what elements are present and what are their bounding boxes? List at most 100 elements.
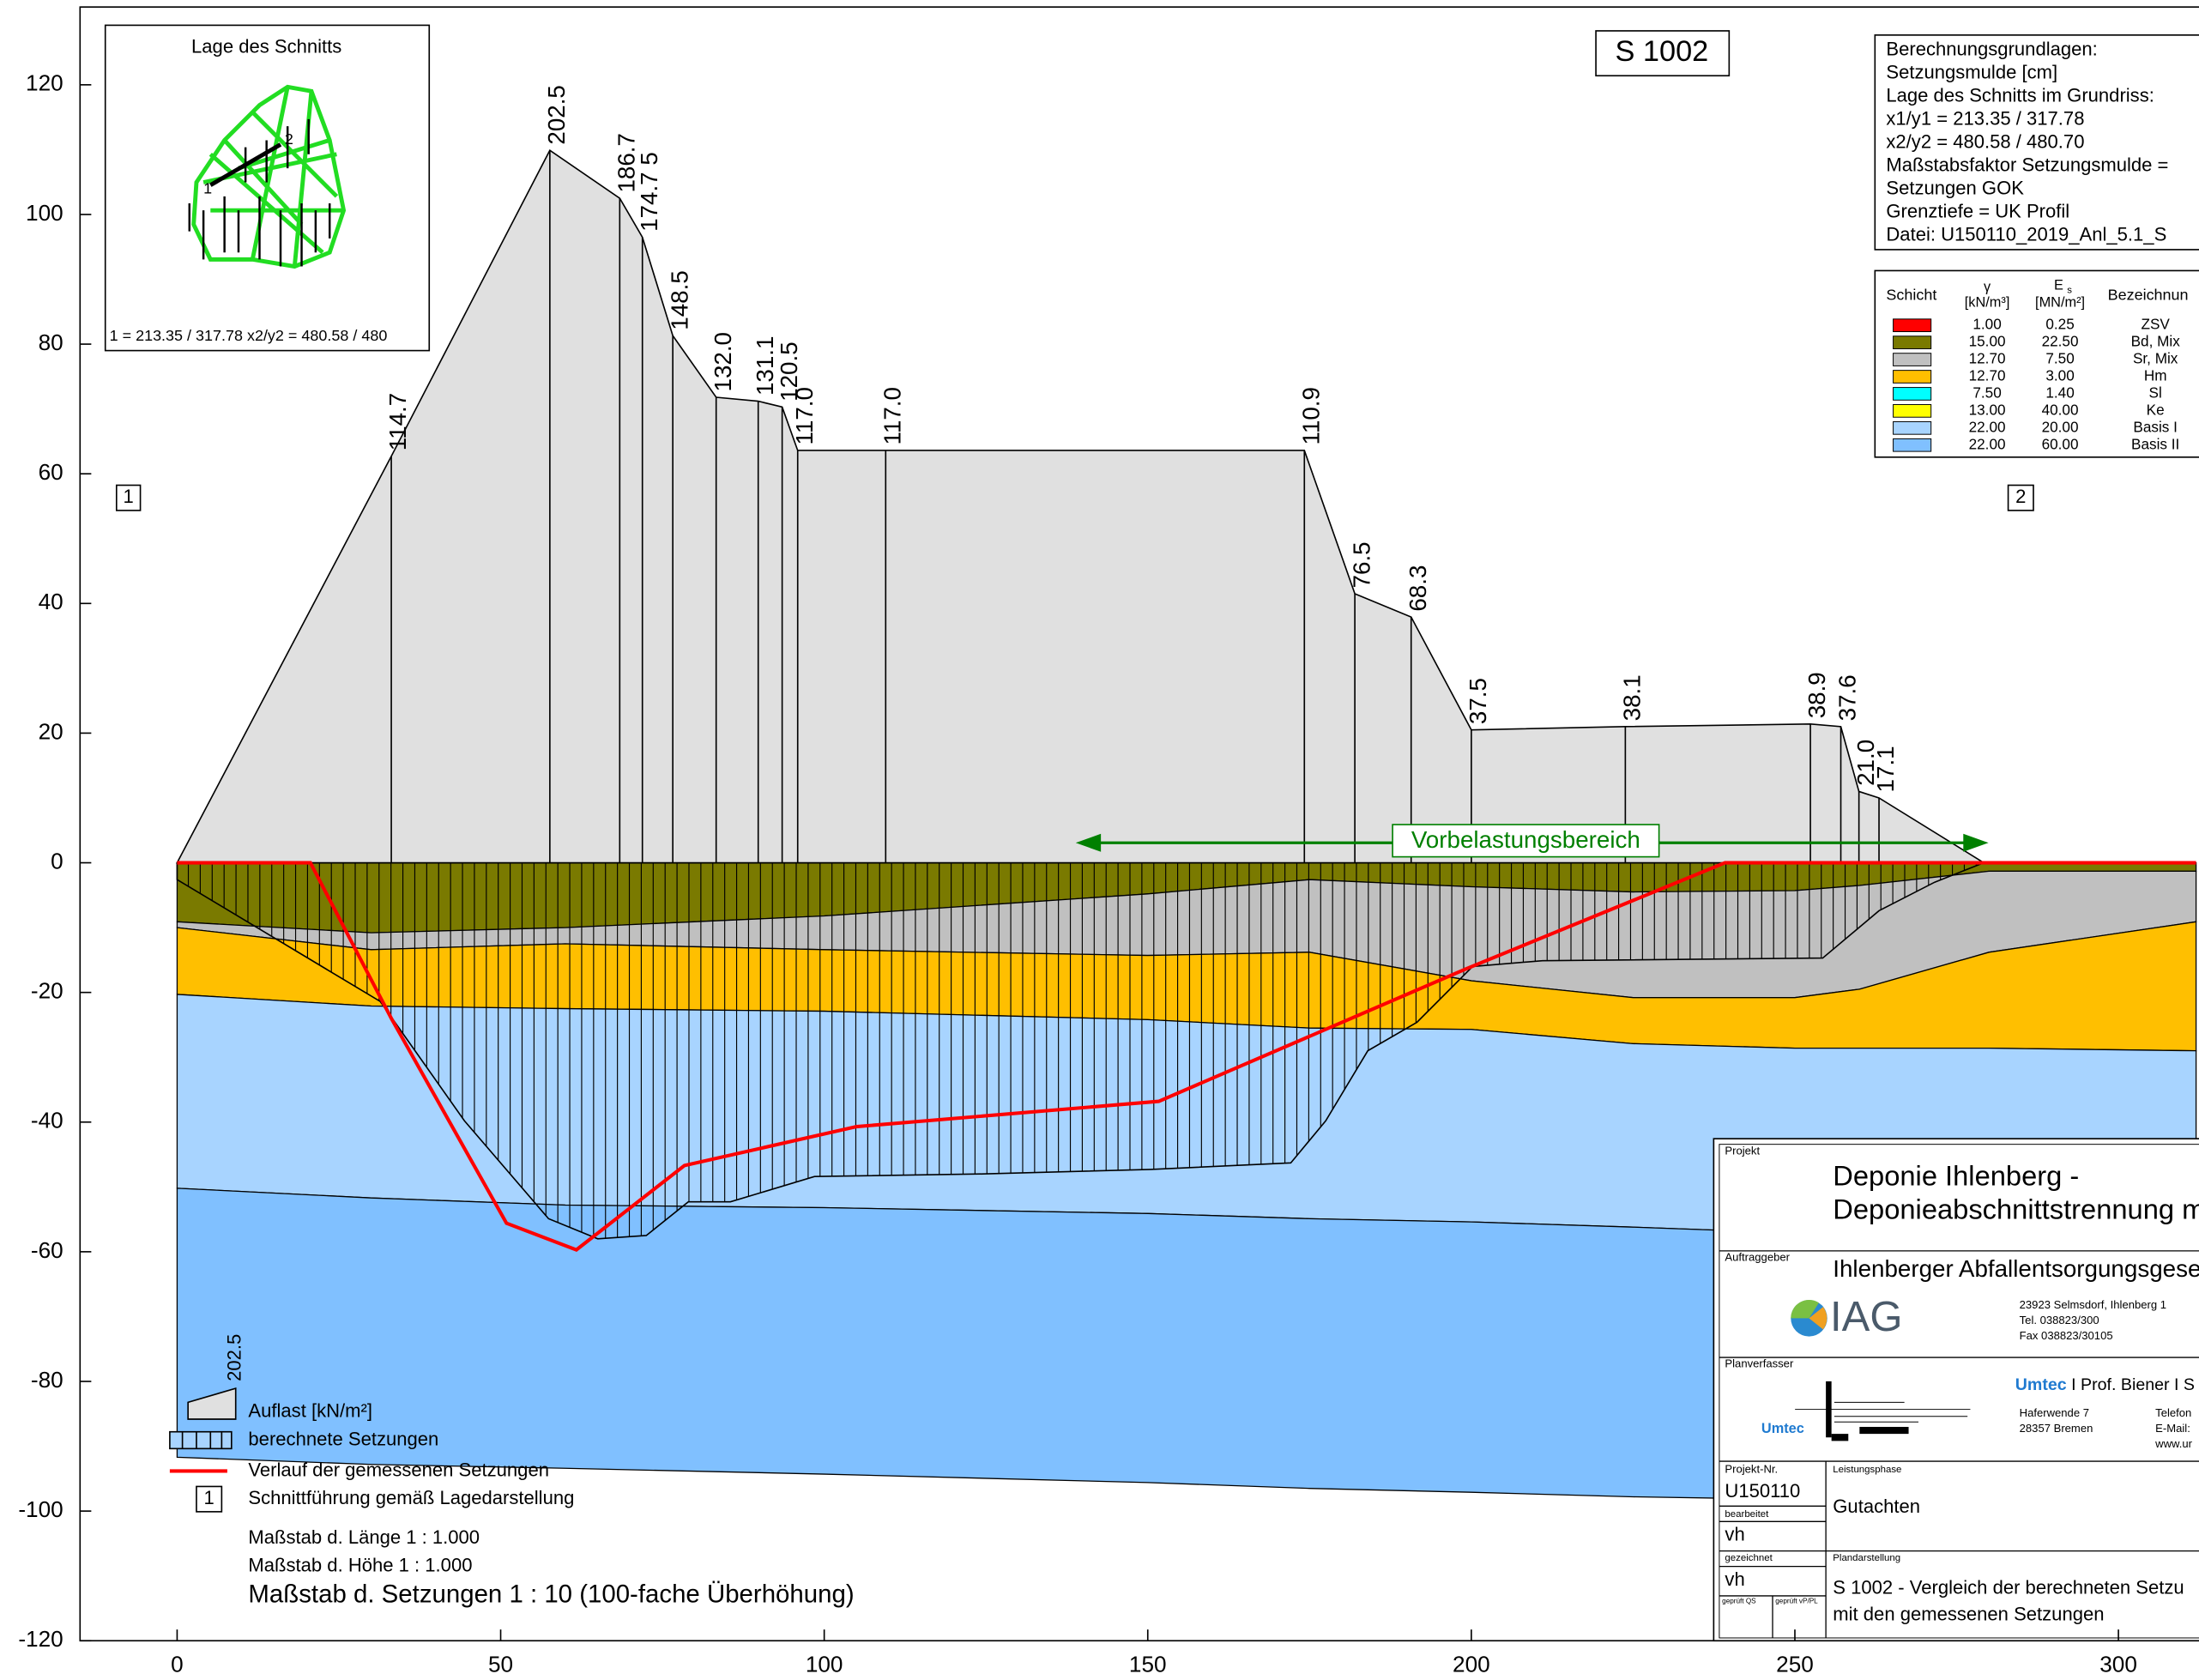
y-tick-label: -80 [31,1367,63,1393]
tb-contact: Telefon [2155,1406,2191,1419]
legend-text: Verlauf der gemessenen Setzungen [248,1459,549,1480]
layer-es: 7.50 [2045,350,2074,367]
marker-end: 2 [2015,486,2026,507]
tb-label: Planverfasser [1725,1357,1794,1370]
th: Bezeichnun [2108,287,2189,304]
tb-addr: 28357 Bremen [2020,1422,2093,1435]
layer-es: 0.25 [2045,316,2074,333]
tb-contact: E-Mail: [2155,1422,2190,1435]
th: [kN/m³] [1965,294,2010,310]
marker-box [115,484,142,511]
y-tick-label: -20 [31,978,63,1004]
tb-value: vh [1725,1523,1744,1544]
load-label: 68.3 [1405,565,1431,612]
layer-name: Sr, Mix [2133,350,2178,367]
legend-marker: 1 [204,1487,214,1508]
tb-project: Deponieabschnittstrennung m [1833,1194,2199,1225]
marker-box [2007,484,2034,511]
load-label: 21.0 [1852,740,1879,786]
info-line: Grenztiefe = UK Profil [1886,200,2069,221]
layer-swatch [1893,404,1932,418]
info-line: Lage des Schnitts im Grundriss: [1886,85,2154,106]
tb-addr: 23923 Selmsdorf, Ihlenberg 1 [2020,1298,2166,1311]
layer-gamma: 13.00 [1969,401,2006,418]
y-tick-label: -60 [31,1237,63,1263]
info-line: Datei: U150110_2019_Anl_5.1_S [1886,223,2166,245]
umtec-logo-text: Umtec [1761,1421,1804,1436]
load-label: 186.7 [613,133,639,192]
legend-text: berechnete Setzungen [248,1428,438,1449]
tb-planner-name: I Prof. Biener I S [2067,1375,2195,1394]
info-line: x2/y2 = 480.58 / 480.70 [1886,131,2084,153]
legend-scale: Maßstab d. Länge 1 : 1.000 [248,1526,480,1548]
measured-line [177,861,2196,1252]
section-id: S 1002 [1616,35,1709,68]
tb-planner: Umtec I Prof. Biener I S [2015,1375,2195,1394]
x-tick-label: 250 [1776,1652,1814,1677]
x-tick-label: 200 [1453,1652,1490,1677]
load-label: 37.5 [1465,678,1491,724]
tb-label: Projekt [1725,1144,1760,1157]
layer-es: 20.00 [2042,418,2079,435]
tb-label: Plandarstellung [1833,1553,1900,1563]
load-label: 202.5 [543,85,570,144]
y-tick-label: 80 [39,329,63,355]
tb-label: bearbeitet [1725,1509,1769,1520]
x-tick-label: 0 [171,1652,184,1677]
load-label: 174.7 5 [636,152,662,232]
x-tick-label: 100 [806,1652,843,1677]
y-tick-label: 60 [39,459,63,485]
x-tick-label: 150 [1129,1652,1167,1677]
load-area [176,148,1987,864]
tb-label: geprüft QS [1722,1598,1756,1605]
legend-scale: Maßstab d. Setzungen 1 : 10 (100-fache Ü… [248,1580,854,1609]
load-label: 38.1 [1619,674,1646,721]
th: [MN/m²] [2035,294,2085,310]
y-tick-label: 100 [26,200,63,226]
y-tick-label: 40 [39,589,63,614]
info-line: Berechnungsgrundlagen: [1886,39,2097,60]
x-tick-label: 300 [2099,1652,2137,1677]
tb-label: gezeichnet [1725,1553,1773,1563]
load-label: 117.0 [879,387,905,444]
layer-gamma: 15.00 [1969,333,2006,350]
load-label: 38.9 [1803,672,1830,718]
inset-section [209,142,282,187]
tb-value: Gutachten [1833,1496,1920,1517]
tb-value: vh [1725,1568,1744,1590]
layer-swatch [1893,353,1932,366]
settlement-area [176,861,1985,1240]
load-label: 120.5 [776,341,802,401]
legend-settlement-symbol [169,1430,233,1450]
th: E [2054,278,2063,293]
layer-swatch [1893,420,1932,435]
iag-text: IAG [1830,1294,1902,1340]
layer-swatch [1893,318,1932,333]
layer-name: Ke [2147,401,2165,418]
iag-logo [1791,1300,1819,1319]
tb-addr: Fax 038823/30105 [2020,1329,2113,1342]
load-label: 148.5 [666,270,692,329]
y-tick-label: -100 [18,1496,63,1522]
legend-scale: Maßstab d. Höhe 1 : 1.000 [248,1554,472,1575]
title-block [1713,1138,2199,1642]
marker-start: 1 [124,486,134,507]
umtec-logo [1795,1381,1971,1441]
legend-text: Auflast [kN/m²] [248,1400,372,1422]
layer-gamma: 22.00 [1969,418,2006,435]
info-line: Setzungen GOK [1886,177,2024,198]
y-tick-label: -40 [31,1108,63,1133]
layer-name: Basis I [2133,418,2178,435]
layer-name: Hm [2144,367,2167,384]
load-label: 132.0 [710,332,736,391]
layer-es: 22.50 [2042,333,2079,350]
load-label: 114.7 [384,393,411,450]
tb-project: Deponie Ihlenberg - [1833,1160,2079,1192]
layer-es: 3.00 [2045,367,2074,384]
layer-gamma: 12.70 [1969,367,2006,384]
tb-client: Ihlenberger Abfallentsorgungsgesellsch [1833,1255,2199,1282]
info-line: x1/y1 = 213.35 / 317.78 [1886,108,2084,130]
